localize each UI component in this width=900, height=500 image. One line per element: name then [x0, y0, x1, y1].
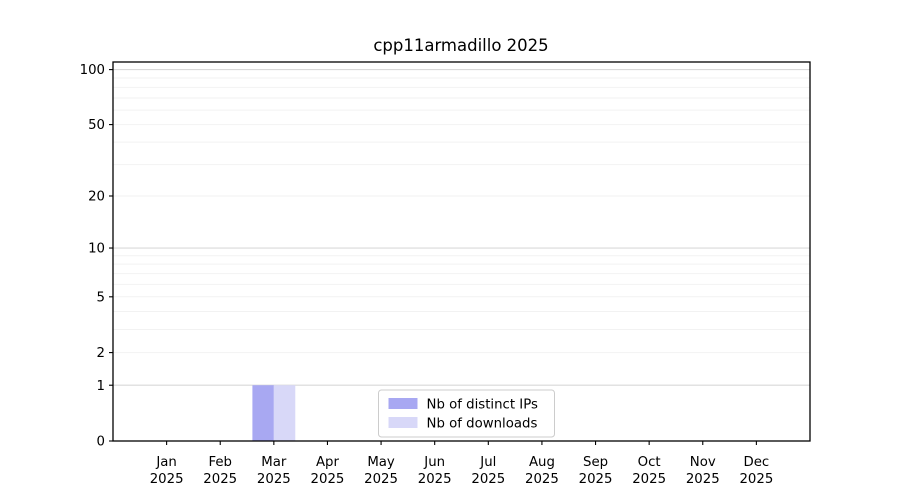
y-tick-label: 0: [97, 435, 105, 450]
x-tick-label-year: 2025: [525, 472, 559, 487]
x-tick-label-month: Jan: [155, 455, 177, 470]
y-axis-ticks: 0 1 2 5 10 20 50 100: [80, 63, 113, 450]
x-tick-label-month: Oct: [638, 455, 661, 470]
x-tick-label-year: 2025: [739, 472, 773, 487]
y-tick-label: 1: [97, 379, 105, 394]
x-tick-label-month: Aug: [529, 455, 555, 470]
legend-label-1: Nb of distinct IPs: [427, 398, 539, 413]
x-tick-label-year: 2025: [686, 472, 720, 487]
x-tick-label-year: 2025: [418, 472, 452, 487]
x-tick-label-month: Jun: [423, 455, 445, 470]
legend-label-2: Nb of downloads: [427, 417, 538, 432]
x-tick-label-month: Mar: [261, 455, 287, 470]
y-tick-label: 100: [80, 63, 105, 78]
chart-title: cpp11armadillo 2025: [373, 36, 548, 55]
x-tick-label-year: 2025: [150, 472, 184, 487]
x-tick-label-year: 2025: [203, 472, 237, 487]
x-tick-label-month: Jul: [479, 455, 496, 470]
axes: [112, 61, 811, 442]
legend: Nb of distinct IPs Nb of downloads: [378, 389, 555, 438]
x-tick-label-year: 2025: [579, 472, 613, 487]
x-tick-label-month: May: [367, 455, 395, 470]
x-tick-label-year: 2025: [257, 472, 291, 487]
legend-box: [378, 389, 555, 438]
legend-swatch-1: [388, 398, 418, 409]
y-tick-label: 2: [97, 346, 105, 361]
y-tick-label: 5: [97, 290, 105, 305]
legend-swatch-2: [388, 417, 418, 428]
x-axis-ticks: Jan 2025 Feb 2025 Mar 2025 Apr 2025 May 2025 Jun 20…: [150, 441, 773, 487]
bar-nb-of-downloads: [273, 385, 296, 441]
x-tick-label-year: 2025: [311, 472, 345, 487]
x-tick-label-month: Feb: [208, 455, 232, 470]
x-tick-label-year: 2025: [632, 472, 666, 487]
x-tick-label-month: Dec: [744, 455, 770, 470]
y-tick-label: 10: [88, 242, 105, 257]
x-tick-label-month: Apr: [316, 455, 340, 470]
x-tick-label-month: Sep: [583, 455, 608, 470]
x-tick-label-year: 2025: [364, 472, 398, 487]
gridlines: [113, 69, 810, 386]
bar-nb-of-distinct-ips: [252, 385, 274, 441]
y-tick-label: 20: [88, 190, 105, 205]
plot-border: [112, 61, 811, 442]
x-tick-label-year: 2025: [471, 472, 505, 487]
bars: [252, 385, 296, 441]
y-tick-label: 50: [88, 118, 105, 133]
x-tick-label-month: Nov: [690, 455, 716, 470]
